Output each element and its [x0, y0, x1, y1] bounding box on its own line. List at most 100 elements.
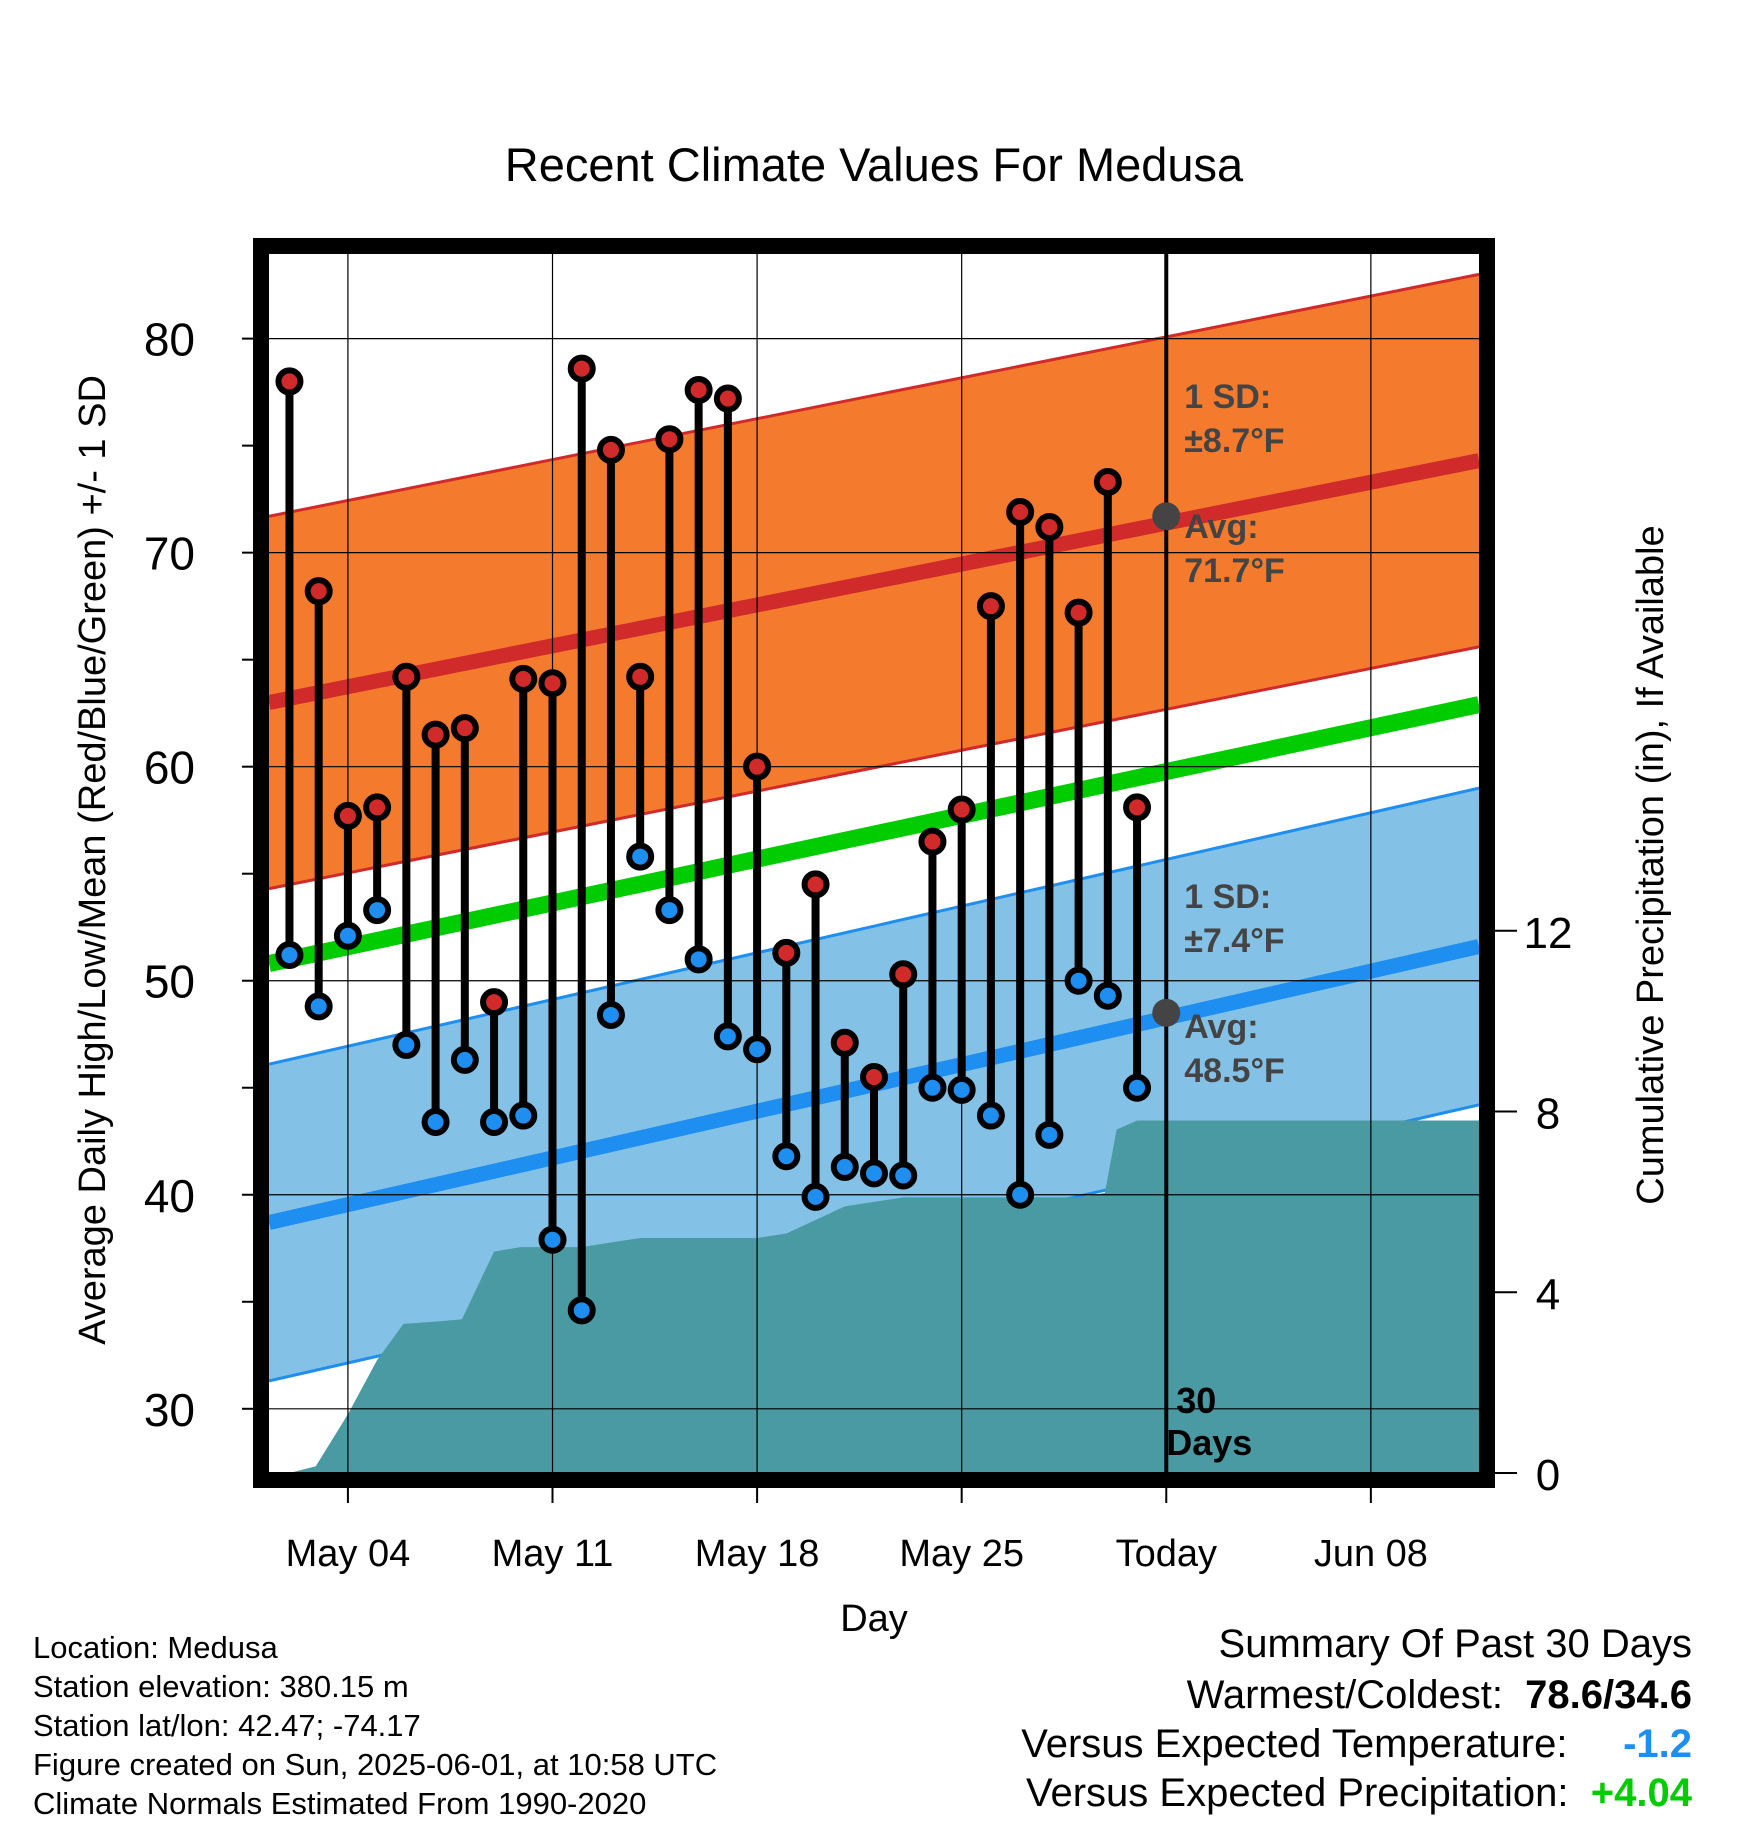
created-text: Figure created on Sun, 2025-06-01, at 10… [33, 1747, 718, 1782]
high-point [275, 367, 304, 396]
y2-tick-label: 12 [1524, 909, 1573, 958]
summary-precip: Versus Expected Precipitation: +4.04 [1026, 1771, 1692, 1816]
y-tick-label: 80 [144, 314, 195, 366]
high-point [333, 801, 362, 830]
high-point [1064, 598, 1093, 627]
low-sd-value: ±7.4°F [1184, 922, 1284, 960]
mean-normal-line [269, 696, 1479, 972]
low-point [684, 945, 713, 974]
low-point [947, 1075, 976, 1104]
y2-axis-label: Cumulative Precipitation (in), If Availa… [1630, 525, 1672, 1204]
low-point [392, 1030, 421, 1059]
high-point [684, 375, 713, 404]
y-tick-label: 30 [144, 1384, 195, 1436]
low-point [567, 1296, 596, 1325]
summary-title: Summary Of Past 30 Days [1218, 1622, 1692, 1666]
low-avg-label: Avg: [1184, 1008, 1258, 1046]
x-tick-label: May 25 [899, 1533, 1024, 1575]
low-point [889, 1161, 918, 1190]
summary-temp: Versus Expected Temperature: -1.2 [1021, 1722, 1692, 1767]
low-point [860, 1159, 888, 1188]
high-point [801, 870, 830, 899]
high-point [480, 988, 509, 1017]
high-point [304, 577, 333, 606]
high-point [830, 1028, 859, 1057]
high-point [772, 938, 801, 967]
high-point [1035, 512, 1064, 541]
high-sd-value: ±8.7°F [1184, 422, 1284, 460]
low-point [655, 896, 684, 925]
low-sd-label: 1 SD: [1184, 878, 1271, 916]
plot-frame [253, 238, 1495, 1488]
temp-label: Versus Expected Temperature: [1021, 1722, 1568, 1766]
y-tick-label: 70 [144, 528, 195, 580]
temp-value: -1.2 [1623, 1722, 1692, 1766]
high-point [538, 669, 567, 698]
x-tick-label: Jun 08 [1314, 1533, 1428, 1575]
low-point [1064, 966, 1093, 995]
low-point [1035, 1120, 1064, 1149]
low-point [509, 1101, 538, 1130]
high-point [976, 592, 1005, 621]
y2-tick-label: 4 [1536, 1270, 1560, 1319]
high-point [713, 384, 742, 413]
high-point [626, 662, 655, 691]
warm-cold-value: 78.6/34.6 [1525, 1673, 1692, 1717]
low-point [480, 1107, 509, 1136]
normals-text: Climate Normals Estimated From 1990-2020 [33, 1786, 647, 1821]
plot-inner [269, 253, 1479, 1473]
summary-warm-cold: Warmest/Coldest: 78.6/34.6 [1187, 1673, 1692, 1718]
low-point [275, 941, 304, 970]
precipitation-area [269, 1120, 1479, 1473]
y-axis-label: Average Daily High/Low/Mean (Red/Blue/Gr… [72, 375, 114, 1345]
low-point [743, 1035, 772, 1064]
days-count-number: 30 [1176, 1380, 1216, 1421]
today-high-normal-marker [1152, 502, 1181, 531]
low-point [304, 992, 333, 1021]
high-avg-label: Avg: [1184, 508, 1258, 546]
today-low-normal-marker [1152, 998, 1181, 1027]
y-tick-label: 50 [144, 956, 195, 1008]
low-point [1093, 981, 1122, 1010]
low-point [421, 1107, 450, 1136]
low-point [976, 1101, 1005, 1130]
days-count-word: Days [1166, 1422, 1252, 1463]
x-tick-label: May 18 [695, 1533, 820, 1575]
plot-area: 1 SD: ±8.7°F Avg: 71.7°F 1 SD: ±7.4°F Avg: 48.5… [144, 238, 1573, 1575]
high-sd-band-lower-edge [269, 645, 1479, 891]
high-point [1006, 497, 1035, 526]
low-point [713, 1022, 742, 1051]
high-avg-value: 71.7°F [1184, 552, 1285, 590]
warm-cold-label: Warmest/Coldest: [1186, 1673, 1503, 1717]
elevation-text: Station elevation: 380.15 m [33, 1669, 409, 1704]
high-point [860, 1063, 888, 1092]
y2-tick-label: 0 [1536, 1451, 1560, 1500]
location-text: Location: Medusa [33, 1630, 278, 1665]
high-point [947, 795, 976, 824]
precip-label: Versus Expected Precipitation: [1026, 1771, 1569, 1815]
low-point [363, 896, 392, 925]
high-point [363, 793, 392, 822]
high-point [567, 354, 596, 383]
low-point [1006, 1180, 1035, 1209]
low-point [1123, 1073, 1152, 1102]
low-avg-value: 48.5°F [1184, 1052, 1285, 1090]
high-point [1123, 793, 1152, 822]
high-sd-label: 1 SD: [1184, 378, 1271, 416]
x-tick-label: May 11 [492, 1533, 614, 1575]
high-point [655, 425, 684, 454]
high-normal-line [269, 453, 1479, 710]
high-point [596, 435, 625, 464]
x-axis-label: Day [840, 1598, 908, 1640]
high-point [392, 662, 421, 691]
y2-tick-label: 8 [1536, 1090, 1560, 1139]
high-point [450, 714, 479, 743]
latlon-text: Station lat/lon: 42.47; -74.17 [33, 1708, 421, 1743]
low-point [450, 1045, 479, 1074]
high-point [421, 720, 450, 749]
high-sd-band-upper-edge [269, 272, 1479, 518]
high-point [509, 664, 538, 693]
low-point [333, 921, 362, 950]
low-point [626, 842, 655, 871]
